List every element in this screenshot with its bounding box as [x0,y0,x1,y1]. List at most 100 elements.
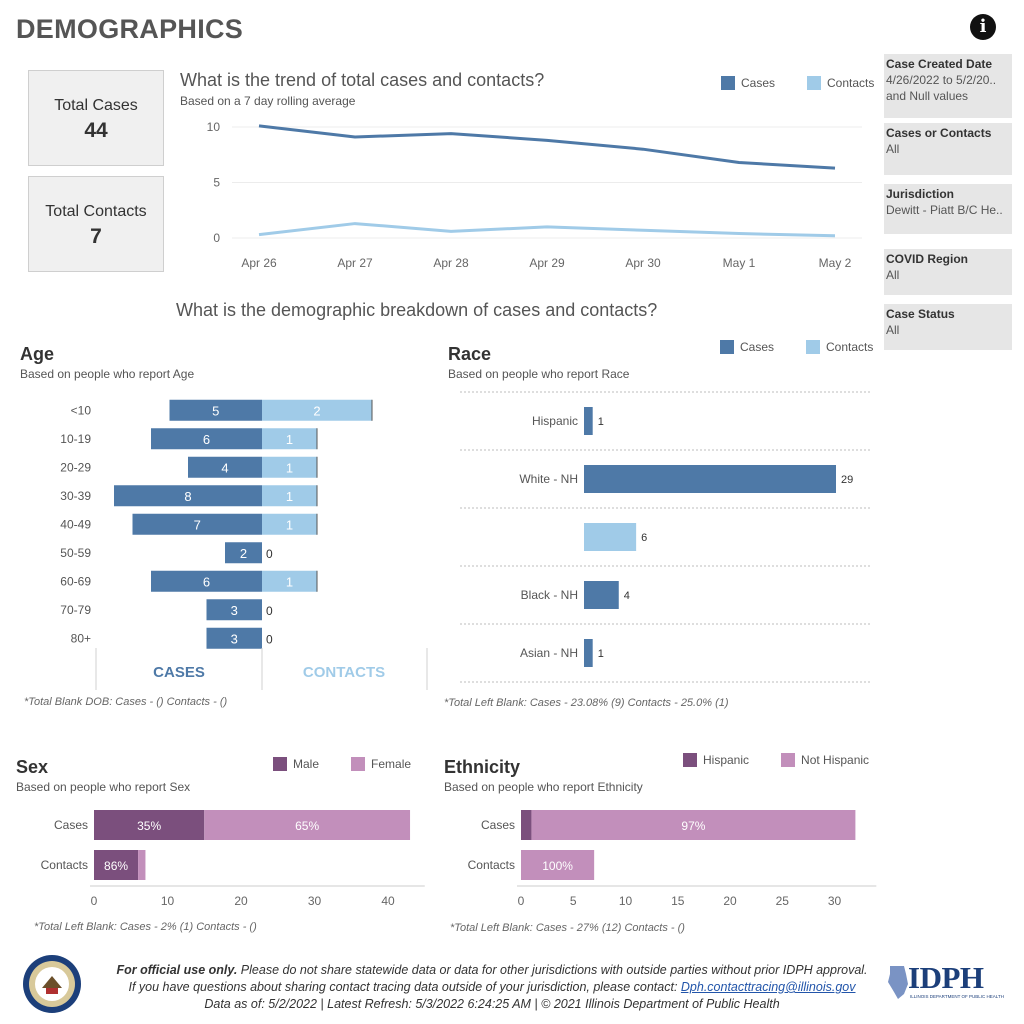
sex-x-tick-label: 30 [308,894,322,908]
footer-disclaimer: Please do not share statewide data or da… [237,963,868,977]
sex-x-tick-label: 40 [381,894,395,908]
footer-email-link[interactable]: Dph.contacttracing@illinois.gov [680,980,856,994]
age-value-label-contacts: 0 [266,632,273,646]
legend-label-contacts: Contacts [827,76,875,90]
legend-swatch-contacts [806,340,821,354]
total-contacts-label: Total Contacts [45,203,147,220]
age-value-label-contacts: 1 [286,574,293,589]
x-tick-label: Apr 28 [433,256,469,270]
filter-label: Cases or Contacts [886,126,992,140]
filter-value: All [886,268,900,282]
age-value-label-cases: 7 [194,517,201,532]
filter-cases-or-contacts[interactable]: Cases or Contacts All [884,123,1012,175]
age-value-label-contacts: 1 [286,432,293,447]
sex-bar-female [138,850,146,880]
age-value-label-contacts: 0 [266,547,273,561]
sex-bar-male [94,810,205,840]
idph-logo-text: IDPH [908,960,984,995]
total-contacts-value: 7 [90,225,102,248]
age-category-label: 30-39 [60,489,91,503]
y-tick-label: 10 [207,120,221,134]
race-bar-cases [584,639,593,667]
filter-case-created-date[interactable]: Case Created Date 4/26/2022 to 5/2/20.. … [884,54,1012,118]
age-value-label-contacts: 0 [266,604,273,618]
filter-label: Case Created Date [886,57,993,71]
idph-logo: IDPH ILLINOIS DEPARTMENT OF PUBLIC HEALT… [884,960,1016,1002]
race-bar-cases [584,465,836,493]
filter-value: All [886,142,900,156]
filter-case-status[interactable]: Case Status All [884,304,1012,350]
ethnicity-subtitle: Based on people who report Ethnicity [444,780,643,794]
footer-contact-text: If you have questions about sharing cont… [128,980,681,994]
legend-label-contacts: Contacts [826,340,874,354]
legend-swatch-hispanic [683,753,697,767]
age-note: *Total Blank DOB: Cases - () Contacts - … [24,696,228,708]
age-title: Age [20,344,55,364]
legend-swatch-male [273,757,287,771]
age-value-label-contacts: 1 [286,489,293,504]
age-category-label: 50-59 [60,546,91,560]
sex-subtitle: Based on people who report Sex [16,780,191,794]
x-tick-label: Apr 26 [241,256,277,270]
footer-line-2: If you have questions about sharing cont… [92,979,892,996]
filter-covid-region[interactable]: COVID Region All [884,249,1012,295]
race-value-label: 1 [598,648,604,660]
age-value-label-cases: 5 [212,403,219,418]
sex-x-tick-label: 10 [161,894,175,908]
series-line-cases [258,124,836,170]
sex-chart: Cases 35% 65% Contacts 86% 0 10 20 30 40 [41,810,425,908]
filter-value: All [886,323,900,337]
race-value-label: 6 [641,532,647,544]
race-value-label: 4 [624,590,630,602]
age-bar-contacts [262,570,317,592]
age-bar-cases [206,627,262,649]
age-category-label: <10 [71,403,92,417]
legend-label-cases: Cases [740,340,775,354]
legend-swatch-female [351,757,366,771]
age-value-label-cases: 6 [203,574,210,589]
filter-label: COVID Region [886,252,969,266]
sex-bar-female [204,810,411,840]
legend-label-hispanic: Hispanic [703,753,750,767]
age-category-label: 80+ [71,631,91,645]
filter-jurisdiction[interactable]: Jurisdiction Dewitt - Piatt B/C He.. [884,184,1012,234]
age-category-label: 10-19 [60,432,91,446]
age-subtitle: Based on people who report Age [20,367,195,381]
race-category-label: White - NH [519,472,578,486]
age-bar-contacts [262,399,372,421]
idph-logo-subtext: ILLINOIS DEPARTMENT OF PUBLIC HEALTH [910,994,1004,999]
sex-category-label: Cases [54,818,88,832]
age-bar-cases [151,428,262,450]
legend-label-not-hispanic: Not Hispanic [801,753,870,767]
page-title: DEMOGRAPHICS [16,14,244,44]
sex-value-label: 65% [295,819,319,833]
info-icon[interactable]: i [970,14,996,40]
ethnicity-value-label: 100% [542,859,573,873]
ethnicity-x-tick-label: 25 [776,894,790,908]
ethnicity-x-tick-label: 0 [518,894,525,908]
filter-value: 4/26/2022 to 5/2/20.. [886,73,997,87]
ethnicity-category-label: Cases [481,818,515,832]
age-bar-cases [169,399,262,421]
total-cases-card: Total Cases 44 [28,70,164,166]
sex-x-tick-label: 20 [234,894,248,908]
sex-title: Sex [16,757,49,777]
filter-label: Jurisdiction [886,187,955,201]
age-value-label-contacts: 2 [313,403,320,418]
filter-value-secondary: and Null values [886,89,969,103]
footer-line-1: For official use only. Please do not sha… [92,962,892,979]
race-bar-cases [584,407,593,435]
race-bar-contacts [584,523,637,551]
legend-swatch-contacts [807,76,822,90]
trend-legend: Cases Contacts [721,76,874,90]
total-cases-label: Total Cases [54,97,138,114]
x-tick-label: May 1 [723,256,756,270]
sex-note: *Total Left Blank: Cases - 2% (1) Contac… [34,921,257,933]
trend-title: What is the trend of total cases and con… [180,70,545,90]
race-note: *Total Left Blank: Cases - 23.08% (9) Co… [444,697,729,709]
trend-subtitle: Based on a 7 day rolling average [180,94,356,108]
age-category-label: 40-49 [60,517,91,531]
race-legend: Cases Contacts [720,340,873,354]
ethnicity-bar-not-hispanic [521,850,595,880]
x-tick-label: May 2 [819,256,852,270]
